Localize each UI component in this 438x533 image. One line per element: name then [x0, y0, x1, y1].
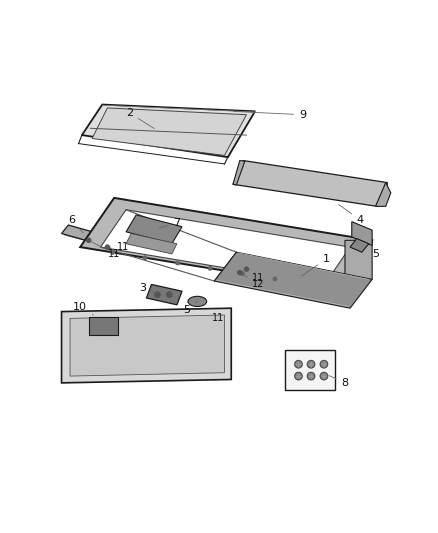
Text: 12: 12 — [242, 274, 265, 289]
Circle shape — [176, 261, 179, 265]
Circle shape — [166, 292, 172, 297]
Circle shape — [244, 267, 249, 271]
FancyBboxPatch shape — [285, 350, 336, 390]
Circle shape — [87, 238, 91, 243]
Circle shape — [105, 245, 110, 249]
Text: 3: 3 — [140, 283, 157, 294]
Bar — [88, 317, 117, 335]
Text: 11: 11 — [211, 308, 224, 324]
Polygon shape — [375, 183, 391, 206]
Text: 5: 5 — [184, 302, 197, 315]
Text: 8: 8 — [329, 376, 349, 388]
Text: 1: 1 — [301, 254, 330, 276]
Text: 10: 10 — [73, 302, 93, 315]
Text: 9: 9 — [234, 110, 306, 120]
Polygon shape — [233, 160, 387, 206]
Polygon shape — [82, 104, 255, 157]
Text: 2: 2 — [126, 108, 154, 128]
Polygon shape — [61, 225, 134, 252]
Circle shape — [320, 373, 328, 380]
Text: 11: 11 — [247, 269, 265, 282]
Circle shape — [143, 256, 147, 260]
Circle shape — [155, 292, 160, 297]
Circle shape — [295, 360, 302, 368]
Polygon shape — [126, 233, 177, 254]
Polygon shape — [233, 160, 245, 185]
Ellipse shape — [188, 296, 207, 306]
Polygon shape — [92, 108, 247, 156]
Text: 11: 11 — [110, 242, 129, 252]
Text: 6: 6 — [68, 215, 84, 233]
Circle shape — [208, 266, 212, 270]
Circle shape — [320, 360, 328, 368]
Polygon shape — [70, 315, 224, 376]
Circle shape — [238, 271, 242, 274]
Polygon shape — [350, 239, 369, 252]
Text: 5: 5 — [372, 249, 379, 259]
Polygon shape — [345, 240, 372, 289]
Circle shape — [307, 360, 315, 368]
Polygon shape — [80, 198, 372, 289]
Circle shape — [295, 373, 302, 380]
Text: 4: 4 — [339, 205, 364, 225]
Circle shape — [273, 277, 277, 280]
Polygon shape — [146, 285, 182, 305]
Circle shape — [307, 373, 315, 380]
Polygon shape — [126, 215, 182, 244]
Circle shape — [241, 272, 244, 276]
Polygon shape — [101, 210, 350, 285]
Polygon shape — [61, 308, 231, 383]
Circle shape — [111, 251, 114, 254]
Polygon shape — [352, 222, 372, 245]
Polygon shape — [214, 252, 372, 308]
Text: 11: 11 — [91, 241, 120, 259]
Text: 7: 7 — [159, 219, 180, 228]
